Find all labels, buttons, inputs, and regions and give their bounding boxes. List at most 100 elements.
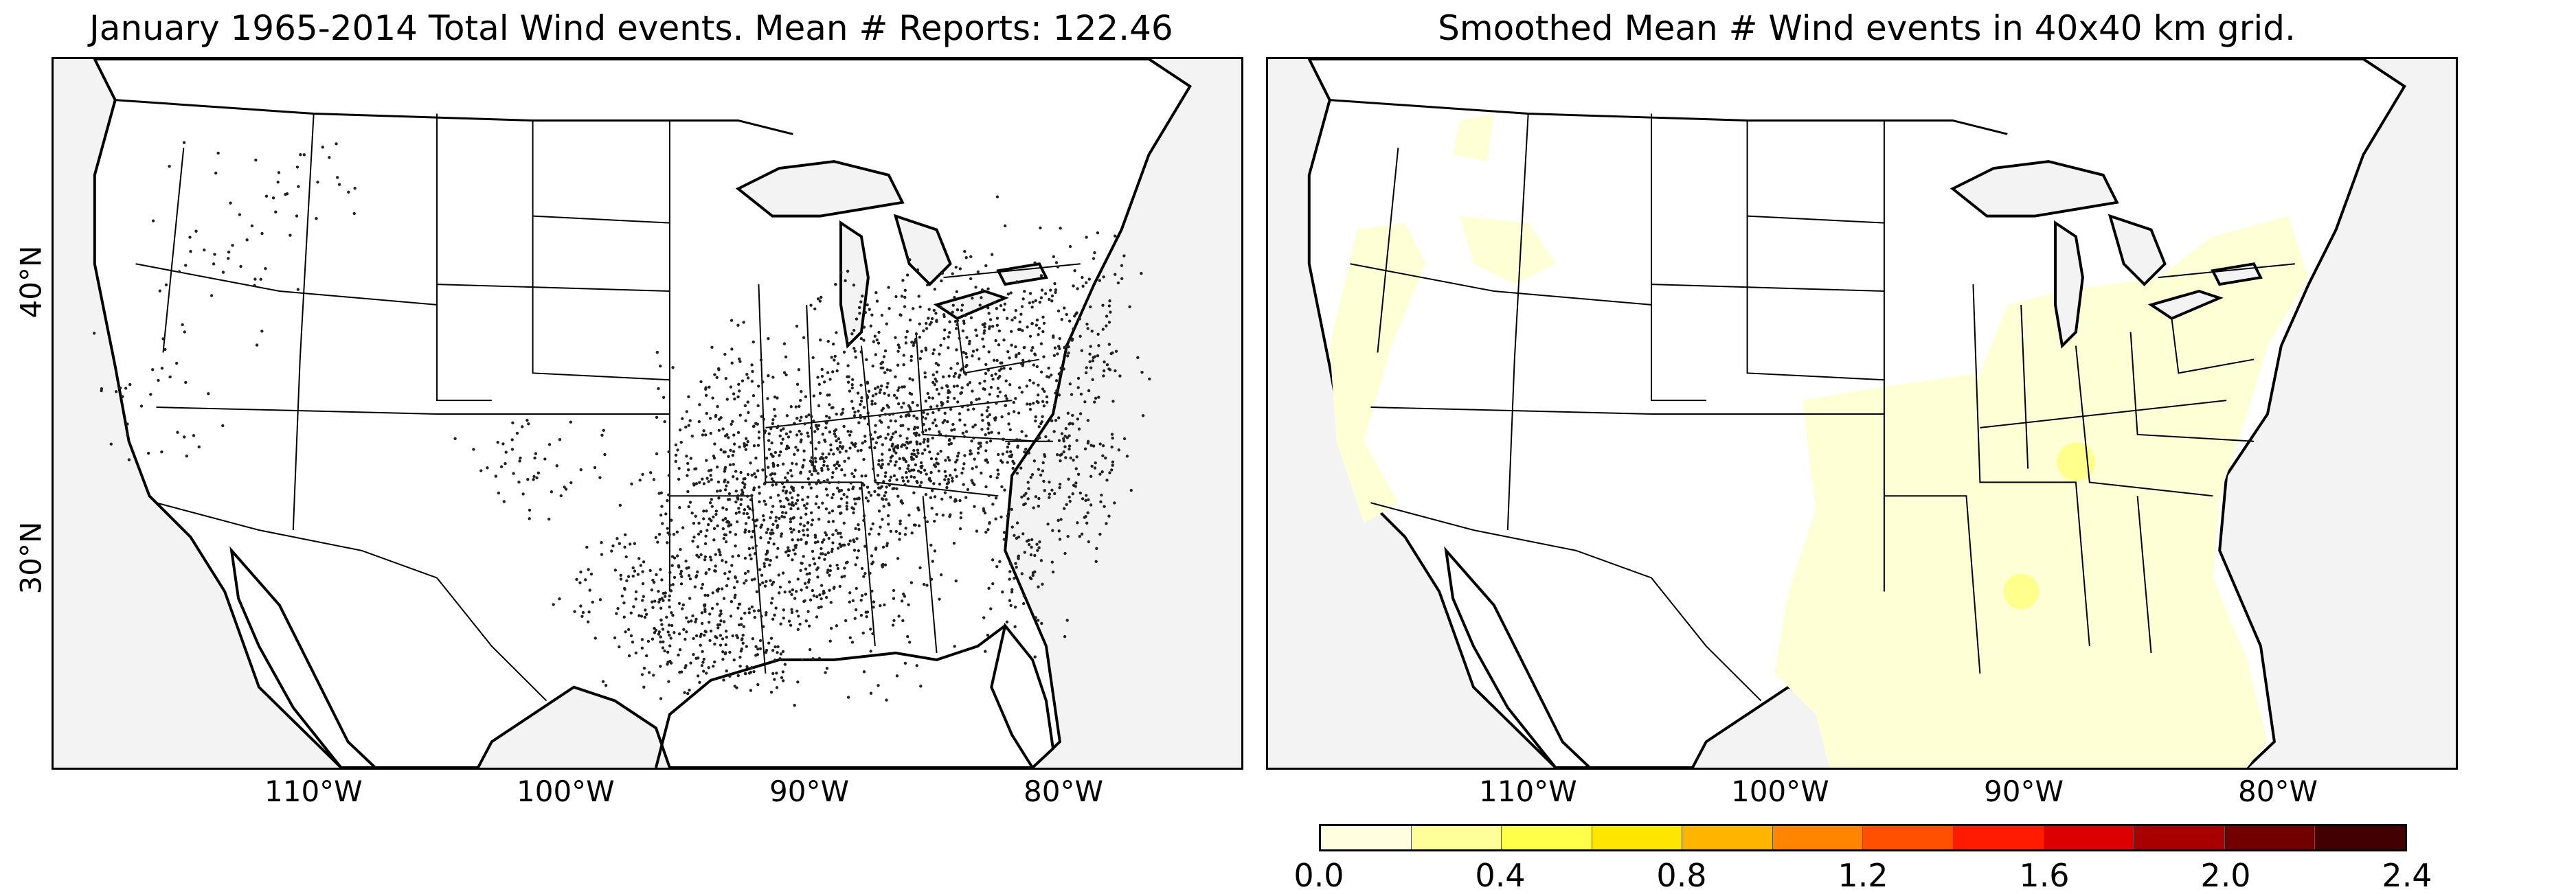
report-dot <box>1001 461 1004 464</box>
report-dot <box>715 490 719 493</box>
report-dot <box>760 415 763 418</box>
report-dot <box>947 459 951 462</box>
report-dot <box>809 598 813 601</box>
report-dot <box>757 436 761 439</box>
state-border <box>156 406 670 415</box>
report-dot <box>889 529 893 533</box>
report-dot <box>765 475 768 479</box>
report-dot <box>627 654 631 658</box>
report-dot <box>1028 301 1032 305</box>
report-dot <box>967 408 970 412</box>
report-dot <box>722 678 725 682</box>
report-dot <box>1024 492 1028 495</box>
report-dot <box>1063 306 1066 310</box>
report-dot <box>593 466 597 470</box>
report-dot <box>666 498 669 503</box>
report-dot <box>667 450 670 454</box>
report-dot <box>716 524 719 528</box>
report-dot <box>932 308 936 312</box>
report-dot <box>651 578 655 582</box>
report-dot <box>295 165 300 169</box>
report-dot <box>927 317 930 320</box>
report-dot <box>784 432 789 436</box>
report-dot <box>1100 470 1104 474</box>
report-dot <box>813 562 817 566</box>
report-dot <box>952 374 956 378</box>
report-dot <box>1000 485 1004 489</box>
report-dot <box>839 497 844 501</box>
report-dot <box>1140 370 1144 374</box>
report-dot <box>807 578 811 582</box>
report-dot <box>933 519 936 523</box>
report-dot <box>934 465 938 468</box>
report-dot <box>797 368 801 371</box>
report-dot <box>937 430 941 434</box>
report-dot <box>744 448 747 451</box>
colorbar-label-3: 1.2 <box>1838 857 1888 894</box>
report-dot <box>1032 402 1035 405</box>
report-dot <box>714 413 718 417</box>
report-dot <box>289 233 292 237</box>
report-dot <box>983 511 987 515</box>
report-dot <box>826 339 830 343</box>
report-dot <box>954 265 958 269</box>
report-dot <box>721 637 725 641</box>
report-dot <box>800 389 803 393</box>
report-dot <box>798 429 801 433</box>
right-lon-label-90w: 90°W <box>1984 775 2064 808</box>
report-dot <box>900 499 903 503</box>
report-dot <box>705 529 709 532</box>
report-dot <box>773 396 777 399</box>
report-dot <box>1052 354 1057 357</box>
report-dot <box>1078 317 1082 321</box>
report-dot <box>723 652 727 656</box>
report-dot <box>1080 532 1084 536</box>
report-dot <box>956 385 959 388</box>
report-dot <box>1045 395 1049 399</box>
report-dot <box>946 420 949 424</box>
report-dot <box>729 385 733 389</box>
report-dot <box>804 619 808 623</box>
report-dot <box>996 394 999 398</box>
report-dot <box>828 403 831 406</box>
report-dot <box>812 394 816 398</box>
report-dot <box>769 496 773 499</box>
report-dot <box>858 487 862 490</box>
report-dot <box>796 628 800 631</box>
report-dot <box>1044 435 1048 439</box>
report-dot <box>728 674 732 678</box>
report-dot <box>259 277 262 281</box>
report-dot <box>1057 518 1060 523</box>
report-dot <box>817 606 821 610</box>
report-dot <box>756 469 760 472</box>
report-dot <box>817 404 821 408</box>
report-dot <box>743 485 747 490</box>
report-dot <box>958 374 962 377</box>
report-dot <box>1004 394 1008 398</box>
report-dot <box>214 171 218 175</box>
report-dot <box>897 345 901 349</box>
report-dot <box>600 541 603 545</box>
report-dot <box>699 634 702 639</box>
report-dot <box>853 617 857 620</box>
report-dot <box>817 441 821 444</box>
report-dot <box>726 498 730 501</box>
report-dot <box>980 428 984 431</box>
report-dot <box>811 356 815 360</box>
report-dot <box>679 569 683 573</box>
report-dot <box>929 405 933 409</box>
report-dot <box>935 370 939 374</box>
report-dot <box>889 475 893 479</box>
report-dot <box>804 542 808 545</box>
report-dot <box>738 445 741 449</box>
state-border <box>2171 318 2255 374</box>
report-dot <box>808 564 811 567</box>
report-dot <box>912 431 916 435</box>
report-dot <box>1068 422 1072 425</box>
report-dot <box>859 402 862 406</box>
report-dot <box>859 383 863 387</box>
report-dot <box>184 380 188 385</box>
report-dot <box>836 531 840 535</box>
report-dot <box>781 670 785 674</box>
report-dot <box>679 440 683 444</box>
